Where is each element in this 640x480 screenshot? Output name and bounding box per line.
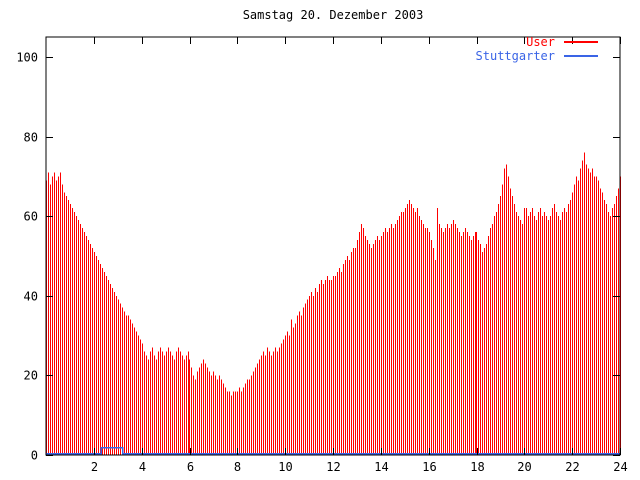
- x-tick-label: 10: [278, 460, 292, 474]
- legend-line-sample-stuttgarter: [564, 55, 598, 57]
- legend-label-user: User: [526, 35, 555, 49]
- y-tick-label: 20: [24, 369, 38, 383]
- stuttgarter-line: [46, 446, 620, 455]
- legend-row-user: User: [476, 35, 598, 49]
- x-tick-label: 20: [517, 460, 531, 474]
- x-tick-label: 8: [234, 460, 241, 474]
- x-tick-label: 14: [374, 460, 388, 474]
- y-tick-label: 0: [31, 449, 38, 463]
- legend: User Stuttgarter: [475, 35, 598, 63]
- legend-row-stuttgarter: Stuttgarter: [475, 49, 598, 63]
- legend-label-stuttgarter: Stuttgarter: [475, 49, 555, 63]
- chart-title: Samstag 20. Dezember 2003: [242, 8, 424, 22]
- x-tick-label: 4: [139, 460, 146, 474]
- x-tick-label: 2: [91, 460, 98, 474]
- legend-line-sample-user: [564, 41, 598, 43]
- x-tick-label: 24: [613, 460, 627, 474]
- y-tick-label: 60: [24, 210, 38, 224]
- y-tick-label: 100: [16, 51, 38, 65]
- x-tick-label: 16: [422, 460, 436, 474]
- y-tick-label: 40: [24, 290, 38, 304]
- x-tick-label: 12: [326, 460, 340, 474]
- x-tick-label: 6: [187, 460, 194, 474]
- x-tick-label: 18: [470, 460, 484, 474]
- y-tick-label: 80: [24, 131, 38, 145]
- x-tick-label: 22: [565, 460, 579, 474]
